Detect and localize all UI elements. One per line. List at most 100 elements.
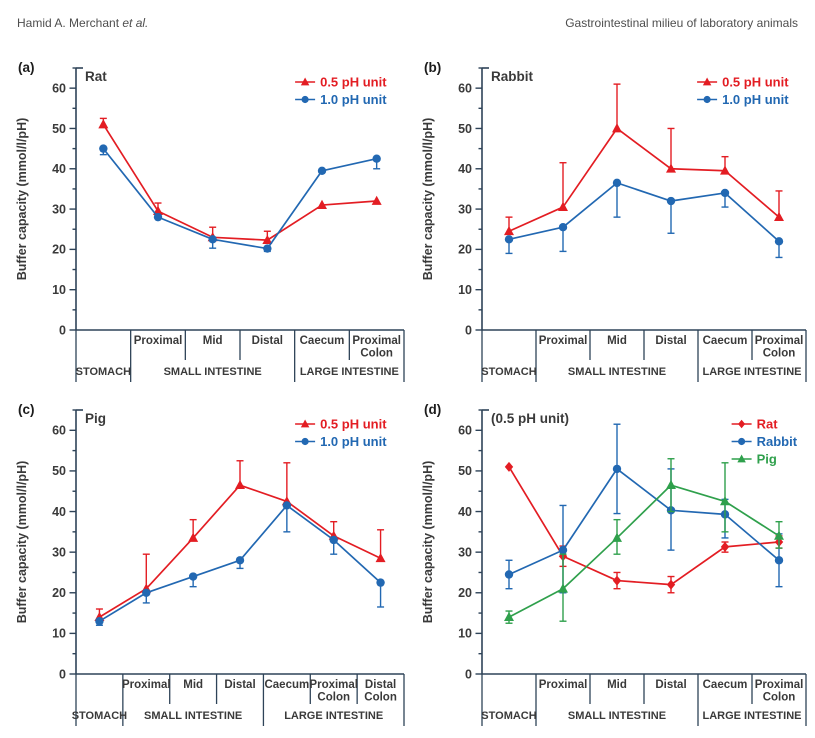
x-axis-table: Proximal Mid Distal Caecum ProximalColonDist… xyxy=(72,673,405,726)
svg-text:LARGE INTESTINE: LARGE INTESTINE xyxy=(702,710,801,722)
svg-text:50: 50 xyxy=(52,464,66,478)
svg-text:Distal: Distal xyxy=(365,679,396,691)
svg-text:40: 40 xyxy=(52,505,66,519)
panel-b: (b) 0 10 20 30 40 50 60 Buffer capacity (mmol/l… xyxy=(418,50,812,392)
svg-text:Colon: Colon xyxy=(763,692,796,704)
legend: 0.5 pH unit 1.0 pH unit xyxy=(697,74,789,107)
svg-text:30: 30 xyxy=(458,202,472,216)
svg-text:10: 10 xyxy=(458,627,472,641)
svg-text:Proximal: Proximal xyxy=(539,679,588,691)
svg-text:Proximal: Proximal xyxy=(755,679,804,691)
svg-text:0: 0 xyxy=(465,667,472,681)
svg-text:60: 60 xyxy=(458,81,472,95)
svg-text:LARGE INTESTINE: LARGE INTESTINE xyxy=(284,710,383,722)
series-0-5-ph-unit xyxy=(98,117,382,245)
svg-text:30: 30 xyxy=(458,545,472,559)
svg-text:Buffer capacity (mmol/l/pH): Buffer capacity (mmol/l/pH) xyxy=(15,461,29,624)
svg-text:Rabbit: Rabbit xyxy=(757,434,798,449)
panel-b-letter: (b) xyxy=(424,60,442,75)
svg-text:STOMACH: STOMACH xyxy=(481,710,536,722)
svg-text:Proximal: Proximal xyxy=(352,335,401,347)
svg-text:10: 10 xyxy=(52,283,66,297)
svg-text:40: 40 xyxy=(458,162,472,176)
svg-text:Mid: Mid xyxy=(203,335,223,347)
svg-text:20: 20 xyxy=(458,243,472,257)
svg-text:1.0 pH unit: 1.0 pH unit xyxy=(320,92,387,107)
svg-text:1.0 pH unit: 1.0 pH unit xyxy=(320,434,387,449)
series-rabbit xyxy=(504,423,784,594)
legend: 0.5 pH unit 1.0 pH unit xyxy=(295,416,387,449)
chart-comparison: 0 10 20 30 40 50 60 Buffer capacity (mmol/l/pH)… xyxy=(421,409,807,726)
svg-text:Buffer capacity (mmol/l/pH): Buffer capacity (mmol/l/pH) xyxy=(15,118,29,281)
svg-text:Colon: Colon xyxy=(360,348,393,360)
svg-text:40: 40 xyxy=(458,505,472,519)
panel-a: (a) 0 10 20 30 40 50 60 Buffer capacity (mmol/l… xyxy=(12,50,410,392)
svg-text:50: 50 xyxy=(52,122,66,136)
svg-text:Caecum: Caecum xyxy=(300,335,345,347)
svg-text:SMALL INTESTINE: SMALL INTESTINE xyxy=(164,366,262,378)
page-header: Hamid A. Merchant et al. Gastrointestina… xyxy=(0,16,815,30)
header-author-name: Hamid A. Merchant xyxy=(17,16,123,30)
y-axis: 0 10 20 30 40 50 60 Buffer capacity (mmol/l/pH) xyxy=(15,67,83,337)
y-axis: 0 10 20 30 40 50 60 Buffer capacity (mmol/l/pH) xyxy=(15,409,83,681)
chart-rabbit: 0 10 20 30 40 50 60 Buffer capacity (mmol/l/pH)… xyxy=(421,67,807,382)
svg-text:Proximal: Proximal xyxy=(122,679,171,691)
svg-text:SMALL INTESTINE: SMALL INTESTINE xyxy=(568,366,666,378)
svg-text:1.0 pH unit: 1.0 pH unit xyxy=(722,92,789,107)
svg-text:Caecum: Caecum xyxy=(703,335,748,347)
svg-text:20: 20 xyxy=(458,586,472,600)
svg-text:50: 50 xyxy=(458,122,472,136)
panel-title: (0.5 pH unit) xyxy=(491,411,569,426)
svg-text:20: 20 xyxy=(52,586,66,600)
x-axis-table: Proximal Mid Distal Caecum ProximalColonSTOM… xyxy=(481,673,807,726)
svg-text:10: 10 xyxy=(458,283,472,297)
svg-text:10: 10 xyxy=(52,627,66,641)
svg-text:0: 0 xyxy=(59,323,66,337)
chart-rat: 0 10 20 30 40 50 60 Buffer capacity (mmol/l/pH)… xyxy=(15,67,405,382)
svg-text:SMALL INTESTINE: SMALL INTESTINE xyxy=(568,710,666,722)
x-axis-table: Proximal Mid Distal Caecum ProximalColonSTOM… xyxy=(481,329,807,382)
y-axis: 0 10 20 30 40 50 60 Buffer capacity (mmol/l/pH) xyxy=(421,67,489,337)
panel-title: Rat xyxy=(85,69,107,84)
svg-text:STOMACH: STOMACH xyxy=(481,366,536,378)
svg-text:LARGE INTESTINE: LARGE INTESTINE xyxy=(300,366,399,378)
svg-text:SMALL INTESTINE: SMALL INTESTINE xyxy=(144,710,242,722)
svg-text:Colon: Colon xyxy=(364,692,397,704)
svg-text:0.5 pH unit: 0.5 pH unit xyxy=(722,74,789,89)
svg-text:LARGE INTESTINE: LARGE INTESTINE xyxy=(702,366,801,378)
svg-text:Distal: Distal xyxy=(655,679,686,691)
svg-text:Distal: Distal xyxy=(252,335,283,347)
svg-text:Distal: Distal xyxy=(224,679,255,691)
svg-text:Buffer capacity (mmol/l/pH): Buffer capacity (mmol/l/pH) xyxy=(421,461,435,624)
svg-text:60: 60 xyxy=(458,424,472,438)
series-1-0-ph-unit xyxy=(95,501,385,626)
svg-text:Caecum: Caecum xyxy=(703,679,748,691)
series-pig xyxy=(504,458,784,624)
legend: 0.5 pH unit 1.0 pH unit xyxy=(295,74,387,107)
chart-pig: 0 10 20 30 40 50 60 Buffer capacity (mmol/l/pH)… xyxy=(15,409,405,726)
svg-text:STOMACH: STOMACH xyxy=(72,710,127,722)
header-author-etal: et al. xyxy=(122,16,149,30)
svg-text:Proximal: Proximal xyxy=(309,679,358,691)
header-author: Hamid A. Merchant et al. xyxy=(17,16,148,30)
legend: Rat Rabbit Pig xyxy=(731,416,798,466)
svg-text:60: 60 xyxy=(52,81,66,95)
svg-text:Distal: Distal xyxy=(655,335,686,347)
svg-text:60: 60 xyxy=(52,424,66,438)
panel-a-letter: (a) xyxy=(18,60,35,75)
panel-c-letter: (c) xyxy=(18,402,35,417)
panel-title: Pig xyxy=(85,411,106,426)
y-axis: 0 10 20 30 40 50 60 Buffer capacity (mmol/l/pH) xyxy=(421,409,489,681)
svg-text:Mid: Mid xyxy=(607,679,627,691)
svg-text:Caecum: Caecum xyxy=(264,679,309,691)
svg-text:Proximal: Proximal xyxy=(134,335,183,347)
svg-text:Mid: Mid xyxy=(607,335,627,347)
svg-text:0: 0 xyxy=(59,667,66,681)
svg-text:Proximal: Proximal xyxy=(539,335,588,347)
svg-text:0.5 pH unit: 0.5 pH unit xyxy=(320,416,387,431)
svg-text:Pig: Pig xyxy=(757,451,777,466)
svg-text:0: 0 xyxy=(465,323,472,337)
svg-text:Colon: Colon xyxy=(317,692,350,704)
panel-c: (c) 0 10 20 30 40 50 60 Buffer capacity (mmol/l… xyxy=(12,392,410,736)
svg-text:50: 50 xyxy=(458,464,472,478)
